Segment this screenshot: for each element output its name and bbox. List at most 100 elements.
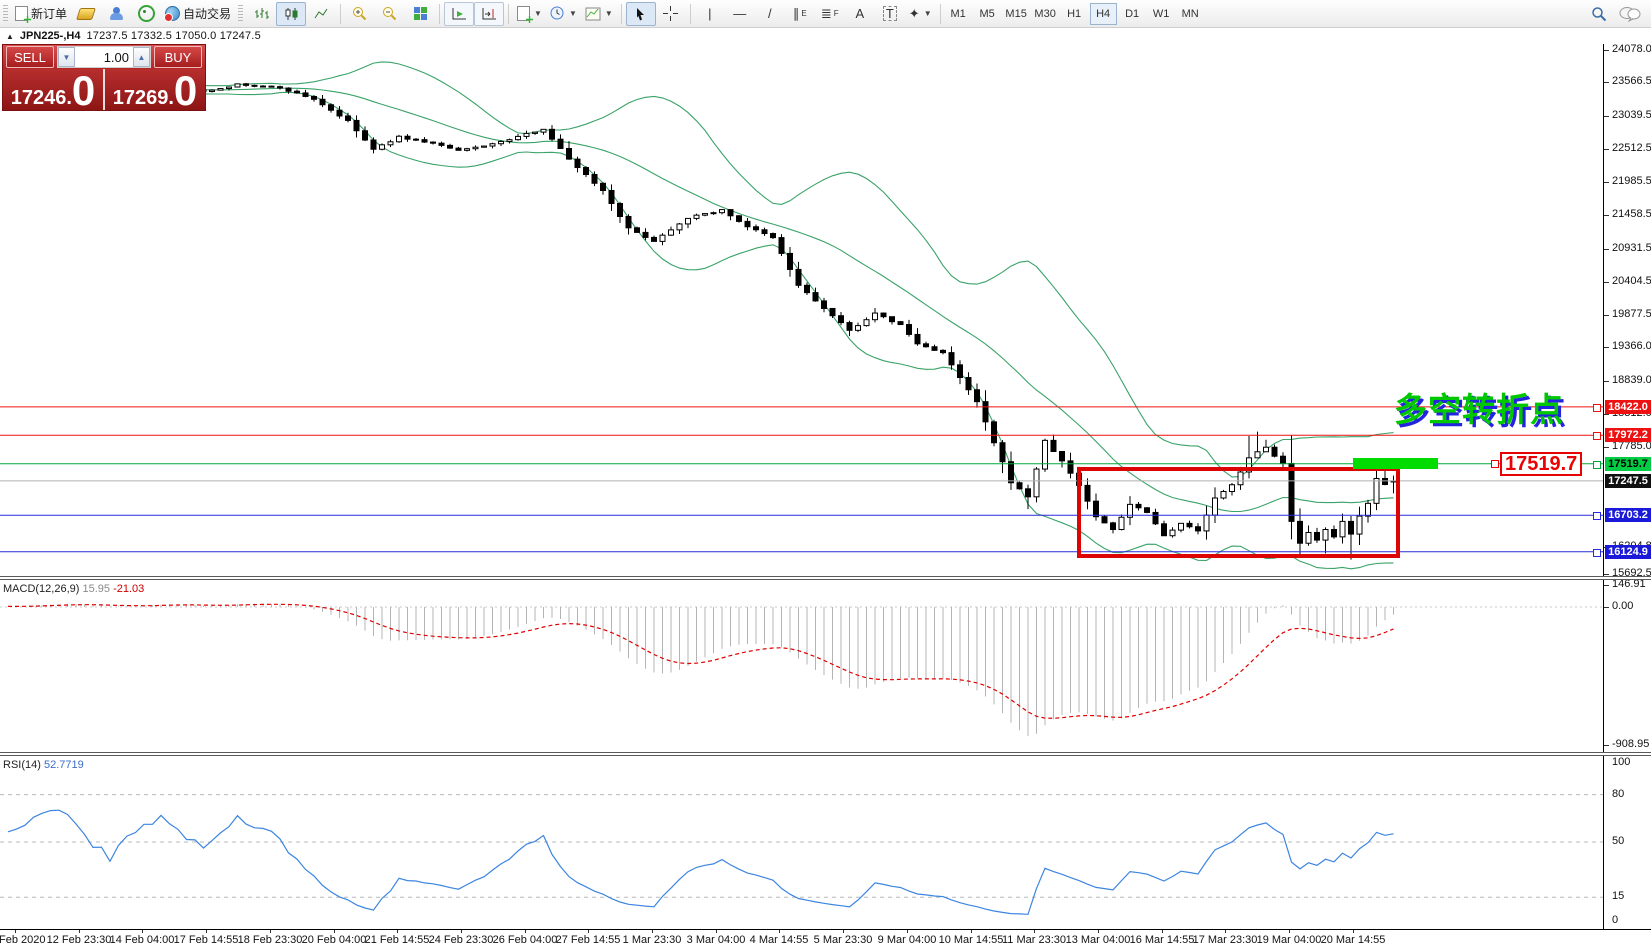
macd-pane-canvas[interactable] [0, 580, 1603, 752]
channel-tool[interactable]: ∥ E [785, 2, 815, 26]
bid-dot: . [66, 87, 72, 109]
timeframe-w1[interactable]: W1 [1152, 7, 1170, 20]
bid-main: 17246 [10, 87, 67, 109]
price-axis-tick [1604, 82, 1609, 83]
crosshair-tool-button[interactable] [656, 2, 686, 26]
auto-scroll-button[interactable] [444, 1, 475, 26]
toolbar-separator [508, 3, 510, 24]
toolbar: 新订单 自动交易 [0, 0, 1651, 28]
autotrading-button[interactable]: 自动交易 [161, 2, 235, 26]
price-axis-tick [1604, 381, 1609, 382]
favorites-button[interactable] [71, 2, 101, 26]
line-chart-button[interactable] [306, 2, 336, 26]
turning-point-text[interactable]: 多空转折点 [1394, 391, 1564, 428]
indicators-button[interactable]: ▼ [513, 2, 546, 26]
text-label-tool[interactable]: T [875, 2, 905, 26]
consolidation-rectangle[interactable] [1077, 467, 1400, 558]
macd-axis-tick [1604, 745, 1609, 746]
tile-windows-button[interactable] [405, 2, 435, 26]
chevron-down-icon: ▼ [923, 9, 932, 18]
chevron-down-icon: ▼ [568, 9, 577, 18]
time-axis-tick [334, 930, 335, 933]
volume-value[interactable]: 1.00 [103, 49, 129, 65]
toolbar-grip[interactable] [3, 4, 8, 23]
macd-label: MACD(12,26,9) 15.95 -21.03 [3, 583, 144, 595]
search-icon[interactable] [1591, 6, 1607, 22]
level-line-handle[interactable] [1593, 549, 1601, 557]
timeframe-d1[interactable]: D1 [1125, 7, 1140, 20]
date-label: 17 Feb 14:55 [173, 934, 239, 946]
rsi-value: 52.7719 [43, 759, 84, 771]
horizontal-line-tool[interactable]: — [725, 2, 755, 26]
text-icon: A [855, 6, 865, 21]
buy-button[interactable]: BUY [154, 46, 202, 68]
rsi-axis-label: 0 [1612, 914, 1619, 926]
level-line-handle[interactable] [1593, 404, 1601, 412]
callout-anchor-handle[interactable] [1491, 460, 1499, 468]
timeframe-m30[interactable]: M30 [1034, 7, 1056, 20]
trendline-tool[interactable]: / [755, 2, 785, 26]
macd-value: 15.95 [82, 583, 111, 595]
time-axis-tick [843, 930, 844, 933]
level-line-handle[interactable] [1593, 461, 1601, 469]
macd-signal-value: -21.03 [113, 583, 145, 595]
sell-button[interactable]: SELL [6, 46, 54, 68]
timeframe-h1[interactable]: H1 [1067, 7, 1082, 20]
level-line-handle[interactable] [1593, 432, 1601, 440]
chart-shift-button[interactable] [474, 1, 505, 26]
fibonacci-tool[interactable]: ≣ F [815, 2, 845, 26]
candlestick-chart-button[interactable] [276, 1, 307, 26]
timeframe-m1[interactable]: M1 [950, 7, 966, 20]
price-axis[interactable]: 24078.0 23566.5 23039.5 22512.5 21985.5 21458… [1603, 28, 1651, 947]
rsi-splitter[interactable] [0, 752, 1651, 756]
price-badge: 16124.9 [1605, 545, 1651, 559]
bar-chart-button[interactable] [246, 2, 276, 26]
level-line-handle[interactable] [1593, 512, 1601, 520]
price-axis-tick [1604, 182, 1609, 183]
rsi-pane-canvas[interactable] [0, 756, 1603, 929]
zoom-in-button[interactable] [345, 2, 375, 26]
chart-title-row: ▲ JPN225-,H4 17237.5 17332.5 17050.0 172… [0, 28, 1651, 44]
templates-button[interactable]: ▼ [581, 2, 617, 26]
vertical-line-tool[interactable]: | [695, 2, 725, 26]
new-order-button[interactable]: 新订单 [11, 2, 71, 26]
toolbar-grip[interactable] [238, 4, 244, 23]
date-label: 17 Mar 23:30 [1192, 934, 1258, 946]
profile-button[interactable] [101, 2, 131, 26]
time-axis-tick [971, 930, 972, 933]
volume-decrement-button[interactable]: ▼ [58, 47, 75, 67]
time-axis-tick [652, 930, 653, 933]
main-chart-canvas[interactable] [0, 44, 1603, 576]
date-label: 10 Mar 14:55 [938, 934, 1004, 946]
timeframe-group: M1 M5 M15 M30 H1 H4 D1 W1 MN [945, 2, 1204, 25]
timeframe-mn[interactable]: MN [1181, 7, 1199, 20]
clock-icon [550, 6, 564, 20]
resistance-highlight-rectangle[interactable] [1353, 458, 1438, 469]
zoom-out-button[interactable] [375, 2, 405, 26]
macd-splitter[interactable] [0, 576, 1651, 580]
timeframe-h4[interactable]: H4 [1089, 2, 1117, 25]
cursor-tool-button[interactable] [625, 1, 656, 26]
text-tool[interactable]: A [845, 2, 875, 26]
volume-increment-button[interactable]: ▲ [133, 47, 150, 67]
zoom-in-icon [353, 7, 367, 21]
arrows-tool[interactable]: ✦ ▼ [905, 2, 936, 26]
line-chart-icon [314, 8, 327, 18]
chat-icon[interactable] [1619, 6, 1641, 22]
timeframe-m5[interactable]: M5 [979, 7, 995, 20]
ask-price[interactable]: 17269. 0 [103, 69, 205, 112]
time-axis-tick [15, 930, 16, 933]
price-callout-label[interactable]: 17519.7 [1500, 452, 1583, 476]
timeframe-m15[interactable]: M15 [1005, 7, 1027, 20]
channel-icon: ∥ [792, 6, 800, 21]
date-label: 12 Feb 23:30 [46, 934, 112, 946]
date-label: 1 Mar 23:30 [622, 934, 682, 946]
signal-button[interactable] [131, 2, 161, 26]
rsi-axis-label: 50 [1612, 835, 1625, 847]
bid-price[interactable]: 17246. 0 [3, 69, 103, 111]
price-axis-label: 21458.5 [1612, 208, 1651, 220]
vertical-line-icon: | [708, 6, 712, 21]
periods-button[interactable]: ▼ [546, 2, 581, 26]
